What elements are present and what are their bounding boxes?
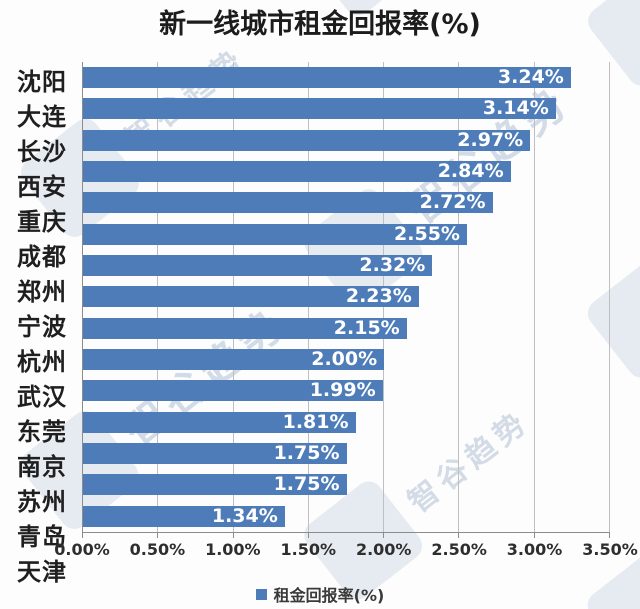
gridline: [533, 62, 535, 532]
x-tick-label: 3.00%: [506, 540, 563, 559]
bar-row: 3.24%: [83, 62, 610, 93]
bar-重庆: 2.72%: [83, 191, 493, 214]
legend: 租金回报率(%): [0, 582, 640, 606]
category-label-青岛: 青岛: [17, 523, 67, 551]
plot-area: 3.24% 3.14% 2.97% 2.84% 2.72% 2.55% 2.32% 2.23%…: [82, 62, 610, 538]
bar-row: 2.23%: [83, 281, 610, 312]
gridline: [609, 62, 610, 532]
bar-value-label: 1.75%: [273, 473, 340, 496]
bar-row: 2.32%: [83, 250, 610, 281]
category-label-郑州: 郑州: [17, 278, 67, 306]
bar-value-label: 2.00%: [311, 348, 378, 371]
bar-row: 1.75%: [83, 438, 610, 469]
bar-大连: 3.14%: [83, 97, 556, 120]
bar-郑州: 2.32%: [83, 254, 433, 277]
axis-tick: [458, 533, 460, 538]
gridline: [458, 62, 460, 532]
bar-青岛: 1.75%: [83, 473, 347, 496]
bar-row: 2.15%: [83, 313, 610, 344]
bar-row: 3.14%: [83, 93, 610, 124]
x-tick-label: 3.50%: [582, 540, 638, 559]
bar-value-label: 1.34%: [211, 504, 278, 527]
bar-row: 2.84%: [83, 156, 610, 187]
chart-title: 新一线城市租金回报率(%): [159, 9, 481, 40]
category-label-长沙: 长沙: [17, 138, 67, 166]
bar-rows: 3.24% 3.14% 2.97% 2.84% 2.72% 2.55% 2.32% 2.23%…: [83, 62, 610, 532]
x-tick-label: 2.50%: [431, 540, 487, 559]
category-label-重庆: 重庆: [17, 208, 67, 236]
bar-成都: 2.55%: [83, 222, 467, 245]
bar-宁波: 2.23%: [83, 285, 419, 308]
category-label-成都: 成都: [17, 243, 67, 271]
x-tick-label: 1.50%: [280, 540, 337, 559]
axis-tick: [533, 533, 535, 538]
bar-row: 1.81%: [83, 407, 610, 438]
x-tick-label: 0.50%: [129, 540, 186, 559]
category-label-大连: 大连: [17, 103, 67, 131]
bar-沈阳: 3.24%: [83, 66, 571, 89]
x-tick-label: 1.00%: [205, 540, 261, 559]
bar-row: 2.97%: [83, 125, 610, 156]
axis-tick: [307, 533, 309, 538]
category-label-天津: 天津: [17, 558, 67, 586]
bar-value-label: 1.81%: [282, 410, 349, 433]
bar-东莞: 1.99%: [83, 379, 383, 402]
category-label-南京: 南京: [17, 453, 67, 481]
bar-row: 1.75%: [83, 469, 610, 500]
bar-value-label: 2.72%: [419, 191, 486, 214]
bar-value-label: 3.24%: [497, 66, 564, 89]
bar-value-label: 2.55%: [394, 222, 460, 245]
x-tick-label: 0.00%: [54, 540, 110, 559]
bar-value-label: 1.99%: [309, 379, 376, 402]
bar-row: 2.55%: [83, 219, 610, 250]
bar-天津: 1.34%: [83, 504, 285, 527]
category-label-沈阳: 沈阳: [17, 68, 67, 96]
bar-row: 2.72%: [83, 187, 610, 218]
category-label-西安: 西安: [17, 173, 67, 201]
bar-杭州: 2.15%: [83, 316, 407, 339]
legend-swatch-icon: [255, 588, 267, 600]
category-label-杭州: 杭州: [17, 348, 67, 376]
y-axis-labels: 沈阳大连长沙西安重庆成都郑州宁波杭州武汉东莞南京苏州青岛天津: [0, 62, 82, 586]
category-label-苏州: 苏州: [17, 488, 67, 516]
axis-tick: [157, 533, 159, 538]
legend-label: 租金回报率(%): [273, 586, 385, 605]
bar-row: 1.99%: [83, 375, 610, 406]
x-tick-label: 2.00%: [355, 540, 412, 559]
bar-row: 2.00%: [83, 344, 610, 375]
bar-长沙: 2.97%: [83, 128, 531, 151]
axis-tick: [232, 533, 234, 538]
bar-武汉: 2.00%: [83, 348, 385, 371]
axis-tick: [82, 533, 83, 538]
axis-tick: [609, 533, 610, 538]
category-label-宁波: 宁波: [17, 313, 67, 341]
category-label-东莞: 东莞: [17, 418, 67, 446]
axis-tick: [383, 533, 385, 538]
bar-苏州: 1.75%: [83, 442, 347, 465]
bar-value-label: 2.15%: [333, 316, 400, 339]
bar-value-label: 2.97%: [457, 128, 524, 151]
bar-value-label: 2.84%: [437, 160, 504, 183]
bar-南京: 1.81%: [83, 410, 356, 433]
bar-value-label: 3.14%: [482, 97, 549, 120]
bar-西安: 2.84%: [83, 160, 511, 183]
bar-row: 1.34%: [83, 501, 610, 532]
bar-value-label: 2.23%: [345, 285, 412, 308]
bar-value-label: 1.75%: [273, 442, 340, 465]
category-label-武汉: 武汉: [17, 383, 67, 411]
bar-value-label: 2.32%: [359, 254, 426, 277]
